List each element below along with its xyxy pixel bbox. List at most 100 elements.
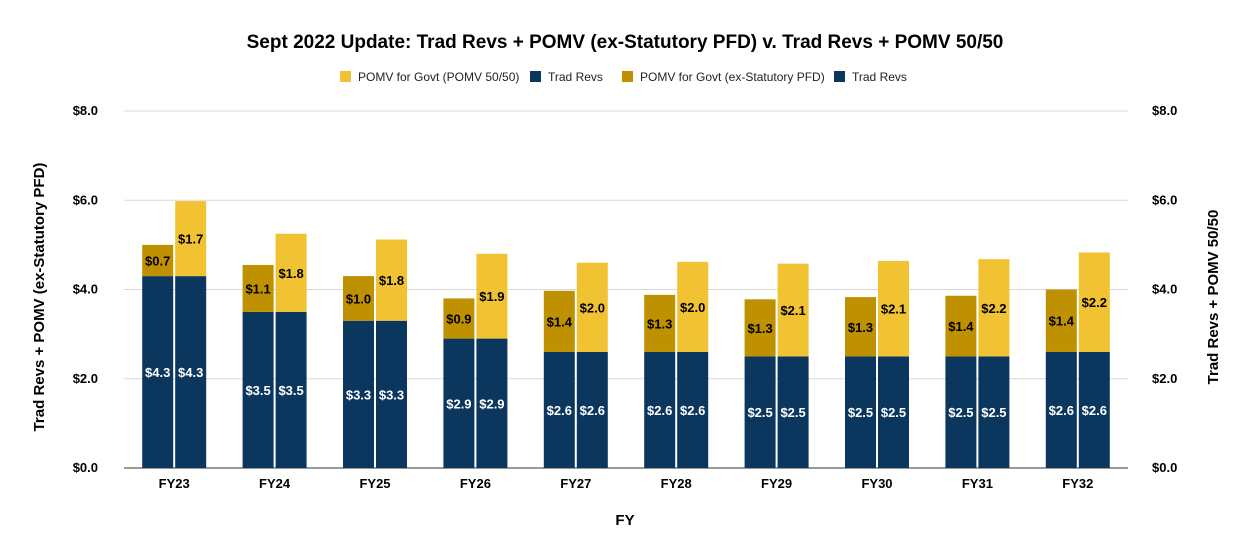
bar-trad-revs-ex-statutory [543, 351, 575, 468]
legend-label: Trad Revs [548, 70, 603, 84]
data-label: $2.6 [1049, 403, 1074, 418]
bar-trad-revs-50-50 [476, 338, 508, 468]
data-label: $2.6 [1082, 403, 1107, 418]
legend-swatch [622, 71, 633, 82]
data-label: $0.7 [145, 253, 170, 268]
x-tick-label: FY29 [761, 476, 792, 491]
bar-pomv-govt-50-50 [576, 262, 608, 352]
data-label: $2.9 [446, 396, 471, 411]
bar-pomv-govt-50-50 [1078, 252, 1110, 352]
bar-trad-revs-50-50 [777, 356, 809, 468]
bar-pomv-govt-50-50 [677, 261, 709, 352]
data-label: $2.6 [547, 403, 572, 418]
data-label: $1.4 [547, 314, 573, 329]
y-tick-label-left: $2.0 [73, 371, 98, 386]
data-label: $1.1 [245, 281, 270, 296]
bar-trad-revs-ex-statutory [945, 356, 977, 468]
data-label: $1.4 [1049, 314, 1075, 329]
data-label: $1.7 [178, 232, 203, 247]
bar-pomv-govt-ex-statutory [644, 294, 676, 352]
bar-pomv-govt-50-50 [878, 260, 909, 357]
bar-trad-revs-ex-statutory [242, 311, 274, 468]
bar-pomv-govt-50-50 [275, 233, 307, 312]
y-tick-label-left: $4.0 [73, 282, 98, 297]
data-label: $1.8 [379, 273, 404, 288]
legend-swatch [340, 71, 351, 82]
bar-trad-revs-50-50 [677, 351, 709, 468]
legend-swatch [530, 71, 541, 82]
data-label: $2.5 [747, 405, 772, 420]
data-label: $1.3 [848, 320, 873, 335]
data-label: $3.3 [346, 387, 371, 402]
bar-pomv-govt-ex-statutory [242, 264, 274, 312]
y-tick-label-right: $0.0 [1152, 460, 1177, 475]
bar-trad-revs-ex-statutory [443, 338, 475, 468]
legend-label: POMV for Govt (ex-Statutory PFD) [640, 70, 825, 84]
bar-trad-revs-50-50 [175, 276, 207, 468]
data-labels: $4.3 $0.7 $4.3 $1.7 $3.5 $1.1 $3.5 $1.8 $3.3 $1.0… [145, 232, 1107, 421]
x-tick-label: FY27 [560, 476, 591, 491]
data-label: $2.0 [680, 300, 705, 315]
data-label: $2.0 [580, 300, 605, 315]
x-tick-label: FY30 [861, 476, 892, 491]
data-label: $2.6 [580, 403, 605, 418]
bar-trad-revs-ex-statutory [343, 320, 374, 468]
legend-label: Trad Revs [852, 70, 907, 84]
y-tick-label-right: $2.0 [1152, 371, 1177, 386]
y-axis-title-right: Trad Revs + POMV 50/50 [1205, 210, 1222, 385]
y-tick-label-left: $0.0 [73, 460, 98, 475]
x-tick-label: FY25 [359, 476, 390, 491]
data-label: $1.0 [346, 291, 371, 306]
data-label: $2.2 [1082, 295, 1107, 310]
x-tick-label: FY32 [1062, 476, 1093, 491]
y-tick-label-right: $8.0 [1152, 103, 1177, 118]
bar-trad-revs-ex-statutory [142, 276, 174, 468]
data-label: $1.3 [647, 316, 672, 331]
data-label: $4.3 [145, 365, 170, 380]
y-axis-title-left: Trad Revs + POMV (ex-Statutory PFD) [31, 163, 48, 432]
x-axis-title: FY [615, 512, 634, 529]
bar-trad-revs-ex-statutory [644, 351, 676, 468]
bar-pomv-govt-50-50 [978, 259, 1010, 357]
bar-pomv-govt-50-50 [777, 263, 809, 357]
data-label: $3.5 [245, 383, 270, 398]
bar-pomv-govt-50-50 [376, 239, 407, 321]
bars [142, 201, 1110, 468]
bar-pomv-govt-ex-statutory [945, 295, 977, 357]
bar-pomv-govt-50-50 [476, 253, 508, 339]
axis-ticks: $0.0 $0.0 $2.0 $2.0 $4.0 $4.0 $6.0 $6.0 $8.0 $8.0… [73, 103, 1178, 491]
x-tick-label: FY23 [159, 476, 190, 491]
data-label: $2.5 [780, 405, 805, 420]
x-tick-label: FY26 [460, 476, 491, 491]
data-label: $2.1 [780, 303, 805, 318]
data-label: $2.5 [981, 405, 1006, 420]
data-label: $2.6 [647, 403, 672, 418]
bar-pomv-govt-ex-statutory [142, 244, 174, 277]
data-label: $2.6 [680, 403, 705, 418]
data-label: $2.5 [948, 405, 973, 420]
data-label: $2.5 [881, 405, 906, 420]
x-tick-label: FY28 [661, 476, 692, 491]
y-tick-label-right: $4.0 [1152, 282, 1177, 297]
data-label: $2.2 [981, 301, 1006, 316]
bar-pomv-govt-ex-statutory [343, 276, 374, 321]
bar-trad-revs-ex-statutory [845, 356, 876, 468]
data-label: $1.3 [747, 321, 772, 336]
x-tick-label: FY31 [962, 476, 993, 491]
bar-pomv-govt-ex-statutory [443, 298, 475, 339]
y-tick-label-left: $6.0 [73, 192, 98, 207]
bar-pomv-govt-ex-statutory [845, 297, 876, 357]
data-label: $1.9 [479, 289, 504, 304]
bar-trad-revs-50-50 [275, 311, 307, 468]
data-label: $2.9 [479, 396, 504, 411]
x-tick-label: FY24 [259, 476, 291, 491]
data-label: $0.9 [446, 312, 471, 327]
y-tick-label-left: $8.0 [73, 103, 98, 118]
bar-pomv-govt-50-50 [175, 201, 207, 277]
bar-pomv-govt-ex-statutory [744, 299, 776, 357]
y-tick-label-right: $6.0 [1152, 192, 1177, 207]
bar-trad-revs-50-50 [1078, 351, 1110, 468]
legend-label: POMV for Govt (POMV 50/50) [358, 70, 519, 84]
